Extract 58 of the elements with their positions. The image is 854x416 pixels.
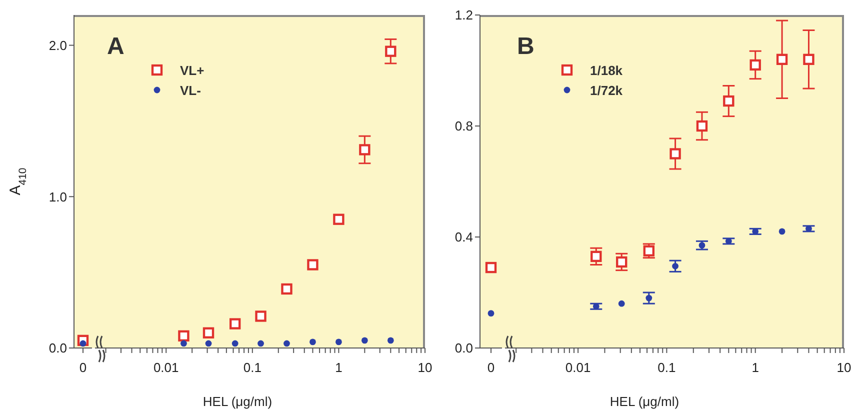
x-tick-label: 10 — [418, 360, 432, 376]
point — [778, 228, 786, 235]
point — [336, 338, 342, 346]
point — [590, 250, 602, 262]
point — [232, 340, 238, 347]
point — [310, 338, 316, 346]
legend-label: VL- — [180, 82, 201, 98]
x-axis-title: HEL (μg/ml) — [608, 394, 680, 409]
point — [361, 337, 368, 344]
x-tick-label: 0.01 — [153, 360, 179, 376]
point — [616, 256, 628, 268]
point — [258, 340, 264, 347]
x-tick-label: 1 — [335, 360, 342, 376]
point — [180, 340, 187, 347]
y-tick-label: 0.4 — [454, 230, 473, 245]
point — [229, 318, 241, 330]
x-tick-label: 0 — [79, 360, 87, 376]
point — [255, 310, 266, 322]
text: B — [517, 33, 534, 61]
point — [385, 46, 396, 57]
point — [333, 214, 344, 225]
point — [698, 242, 706, 249]
x-tick-label: 10 — [836, 360, 852, 376]
legend-label: 1/72k — [590, 82, 623, 98]
x-axis-title: HEL (μg/ml) — [202, 394, 274, 409]
point — [307, 259, 318, 270]
y-tick-label: 1.0 — [48, 189, 67, 204]
point — [670, 148, 681, 160]
point — [281, 283, 292, 295]
legend-label: 1/18k — [590, 62, 623, 78]
x-tick-label: 0.01 — [565, 360, 591, 376]
x-tick-label: 0 — [487, 360, 495, 376]
point — [618, 300, 625, 307]
point — [672, 262, 678, 270]
point — [646, 294, 652, 302]
point — [359, 144, 370, 156]
point — [202, 327, 214, 338]
y-tick-label: 0.0 — [454, 340, 473, 356]
y-tick-label: 0.8 — [454, 118, 473, 134]
legend-label: VL+ — [180, 62, 204, 78]
point — [284, 340, 290, 347]
point — [696, 120, 708, 132]
point — [803, 54, 814, 65]
point — [750, 59, 761, 71]
x-tick-label: 0.1 — [658, 360, 676, 376]
point — [592, 303, 600, 310]
y-tick-label: 2.0 — [48, 38, 67, 53]
point — [205, 340, 212, 347]
point — [387, 337, 394, 344]
x-tick-label: 0.1 — [243, 360, 262, 376]
point — [776, 54, 788, 65]
text: A — [107, 33, 124, 61]
y-tick-label: 0.0 — [48, 340, 67, 356]
y-tick-label: 1.2 — [454, 8, 473, 23]
point — [723, 95, 734, 107]
point — [643, 245, 655, 256]
point — [178, 330, 190, 342]
x-tick-label: 1 — [752, 360, 759, 376]
